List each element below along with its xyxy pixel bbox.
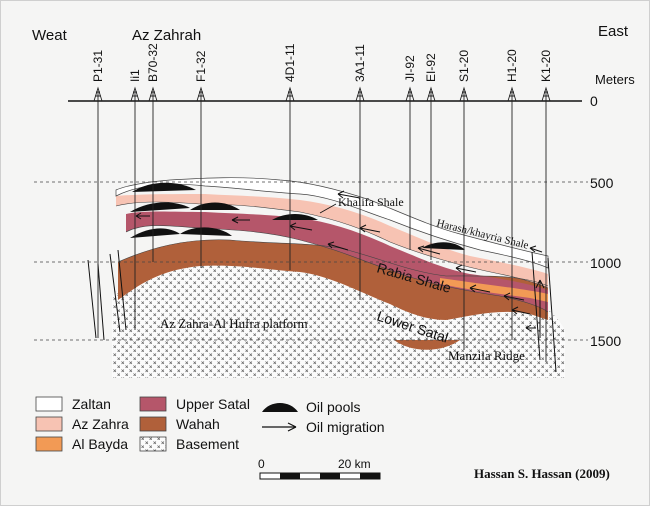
platform-label: Az Zahra-Al Hufra platform xyxy=(160,316,308,331)
faults xyxy=(87,249,557,373)
west-label: Weat xyxy=(32,27,68,44)
khalifa-leader xyxy=(319,203,337,214)
migration-arrows xyxy=(135,190,545,338)
manzila-ridge-label: Manzila Ridge xyxy=(448,348,525,363)
legend-label-upper-satal: Upper Satal xyxy=(176,396,250,412)
depth-gridlines xyxy=(34,181,588,341)
legend-label-al-bayda: Al Bayda xyxy=(72,436,128,452)
scale-bar-segment xyxy=(280,473,300,479)
derrick-icon xyxy=(148,86,158,102)
scale-bar: 0 20 km xyxy=(258,457,381,480)
well-label: F1-32 xyxy=(194,50,208,82)
scale-zero-label: 0 xyxy=(258,457,265,471)
derrick-icon xyxy=(355,86,365,102)
khalifa-shale-label: Khalifa Shale xyxy=(338,195,404,209)
legend-swatch-az-zahra xyxy=(35,416,63,432)
region-label: Az Zahrah xyxy=(132,27,201,44)
depth-unit-label: Meters xyxy=(595,72,635,87)
legend-swatch-zaltan xyxy=(35,396,63,412)
legend-swatch-basement xyxy=(139,436,167,452)
derrick-icon xyxy=(459,86,469,102)
derrick-icon xyxy=(507,86,517,102)
depth-tick-0: 0 xyxy=(590,93,598,109)
derrick-icon xyxy=(405,86,415,102)
east-label: East xyxy=(598,23,629,40)
zaltan-layer xyxy=(115,177,549,269)
well-label: P1-31 xyxy=(91,50,105,82)
oil-pool xyxy=(180,227,232,236)
wahah-layer xyxy=(118,239,548,320)
well-label: 4D1-11 xyxy=(283,43,297,82)
wells-group: P1-31 Ii1 B70-32 F1-32 4D1-11 3A1-11 JI-92 EI-9… xyxy=(91,43,553,362)
legend-label-zaltan: Zaltan xyxy=(72,396,111,412)
legend-label-az-zahra: Az Zahra xyxy=(72,416,129,432)
derrick-icon xyxy=(285,86,295,102)
depth-tick-500: 500 xyxy=(590,175,614,191)
az-zahra-layer xyxy=(116,194,548,288)
legend-swatch-upper-satal xyxy=(139,396,167,412)
oil-pool xyxy=(132,182,196,192)
scale-bar-segment xyxy=(320,473,340,479)
legend-swatch-al-bayda xyxy=(35,436,63,452)
well-label: H1-20 xyxy=(505,49,519,82)
well-label: Ii1 xyxy=(128,69,142,82)
legend: Zaltan Az Zahra Al Bayda Upper Satal Wah… xyxy=(35,396,385,452)
derrick-icon xyxy=(426,86,436,102)
well-label: JI-92 xyxy=(403,55,417,82)
legend-swatch-wahah xyxy=(139,416,167,432)
oil-pool xyxy=(190,202,240,210)
well-label: 3A1-11 xyxy=(353,44,367,82)
basement-layer xyxy=(112,261,565,378)
derrick-icon xyxy=(130,86,140,102)
well-label: EI-92 xyxy=(424,53,438,82)
oil-pools xyxy=(130,182,465,250)
oil-pool xyxy=(272,214,318,220)
derrick-icon xyxy=(93,86,103,102)
upper-satal-layer xyxy=(126,211,548,312)
legend-label-basement: Basement xyxy=(176,436,239,452)
derrick-icon xyxy=(196,86,206,102)
oil-pool xyxy=(130,228,180,238)
oil-pool xyxy=(422,242,465,250)
oil-pool xyxy=(130,202,190,212)
al-bayda-layer xyxy=(440,278,548,302)
legend-oil-migration: Oil migration xyxy=(306,419,385,435)
derrick-icon xyxy=(541,86,551,102)
depth-tick-1000: 1000 xyxy=(590,255,621,271)
well-label: S1-20 xyxy=(457,50,471,82)
credit-label: Hassan S. Hassan (2009) xyxy=(474,466,610,481)
legend-label-wahah: Wahah xyxy=(176,416,220,432)
well-label: K1-20 xyxy=(539,50,553,82)
scale-bar-segment xyxy=(360,473,380,479)
oil-pool-legend-icon xyxy=(262,403,298,412)
manzila-pool xyxy=(394,340,460,350)
legend-oil-pools: Oil pools xyxy=(306,399,360,415)
scale-20km-label: 20 km xyxy=(338,457,371,471)
well-label: B70-32 xyxy=(146,43,160,82)
depth-tick-1500: 1500 xyxy=(590,333,621,349)
